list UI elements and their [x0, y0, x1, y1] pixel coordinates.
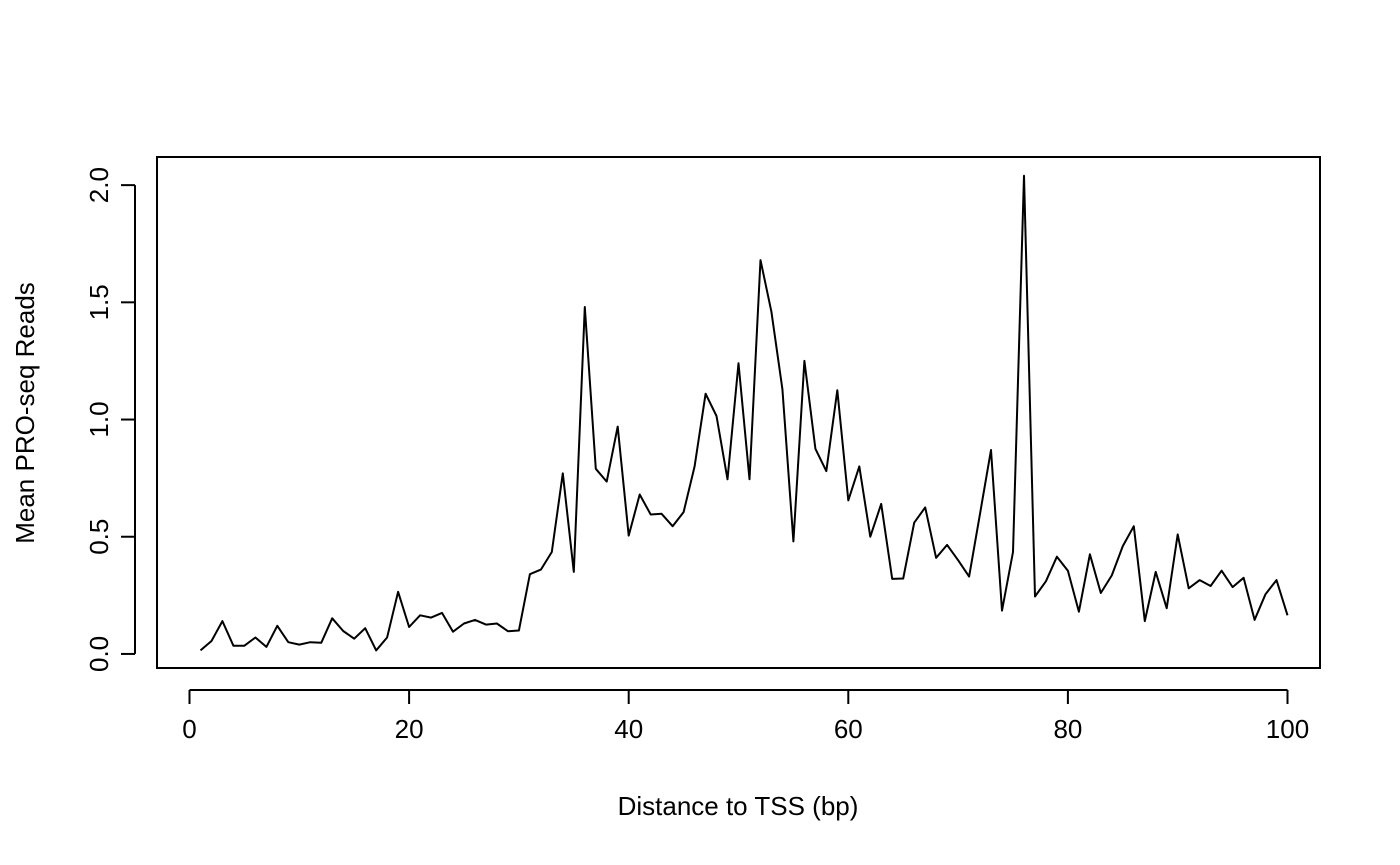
- y-tick-label: 1.5: [84, 284, 114, 320]
- y-tick-label: 1.0: [84, 401, 114, 437]
- x-tick-label: 40: [614, 714, 643, 744]
- x-tick-label: 20: [395, 714, 424, 744]
- x-tick-label: 60: [834, 714, 863, 744]
- series-line: [199, 174, 1289, 652]
- x-tick-label: 80: [1053, 714, 1082, 744]
- plot-frame: [156, 156, 1321, 669]
- x-axis-title: Distance to TSS (bp): [618, 791, 859, 821]
- y-tick-label: 2.0: [84, 167, 114, 203]
- x-tick-label: 0: [182, 714, 196, 744]
- y-axis: 0.0 0.5 1.0 1.5 2.0: [84, 167, 136, 672]
- x-tick-label: 100: [1266, 714, 1309, 744]
- y-tick-label: 0.0: [84, 636, 114, 672]
- y-tick-label: 0.5: [84, 519, 114, 555]
- y-axis-title: Mean PRO-seq Reads: [10, 282, 40, 544]
- x-axis: 0 20 40 60 80 100: [182, 689, 1309, 744]
